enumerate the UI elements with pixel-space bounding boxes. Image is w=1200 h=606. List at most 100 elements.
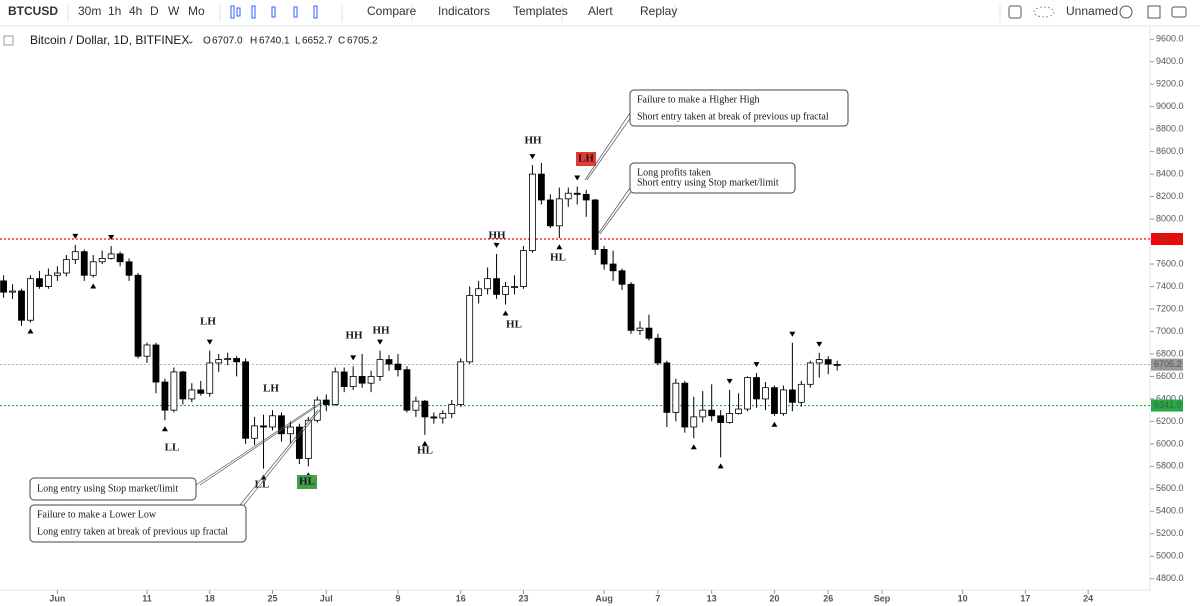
candle-body	[762, 387, 769, 400]
note-leader	[597, 184, 637, 235]
candle-body	[833, 364, 841, 366]
checkbox-icon[interactable]	[1008, 5, 1022, 19]
note-box	[29, 477, 197, 501]
x-tick-label: 26	[823, 593, 833, 603]
legend-h: 6740.1	[259, 36, 290, 47]
fractal-down	[789, 331, 796, 337]
candle-body	[466, 295, 474, 363]
note-text: Failure to make a Higher High	[637, 94, 759, 105]
y-tick-label: 9400.0	[1156, 56, 1184, 66]
candle-body	[295, 426, 303, 459]
toolbar-button[interactable]: Templates	[513, 4, 568, 18]
note-text: Long profits taken	[637, 167, 711, 178]
y-tick-label: 8600.0	[1156, 146, 1184, 156]
fractal-down	[753, 362, 760, 368]
candle-body	[80, 251, 88, 276]
toolbar-button[interactable]: Compare	[367, 4, 417, 18]
fractal-down	[108, 235, 115, 241]
fractal-up	[502, 310, 509, 316]
interval-button[interactable]: Mo	[188, 4, 205, 18]
y-tick-label: 8200.0	[1156, 191, 1184, 201]
candle-body	[18, 290, 25, 321]
layout-name[interactable]: Unnamed	[1066, 4, 1118, 18]
candle-body	[672, 382, 680, 413]
fractal-up	[771, 421, 778, 427]
chart-style-icons[interactable]	[230, 5, 318, 19]
settings-icon[interactable]	[1119, 5, 1133, 19]
fractal-down	[816, 341, 823, 347]
candle-body	[125, 261, 133, 276]
x-tick-label: 7	[655, 593, 660, 603]
candle-body	[493, 278, 500, 295]
candle-body	[609, 263, 617, 272]
candle-body	[448, 404, 456, 414]
note-text: Short entry using Stop market/limit	[637, 177, 779, 188]
candle-body	[287, 426, 294, 435]
candle-body	[681, 382, 689, 428]
candle-body	[564, 192, 572, 200]
interval-button[interactable]: 4h	[129, 4, 142, 18]
fractal-down	[574, 175, 581, 181]
candle-body	[573, 192, 581, 195]
candle-body	[340, 371, 348, 387]
camera-icon[interactable]	[1171, 6, 1187, 18]
candle-body	[358, 376, 366, 384]
pattern-label: HL	[506, 319, 522, 331]
candle-body	[152, 344, 160, 383]
fractal-up	[717, 463, 724, 469]
candle-body	[529, 173, 536, 251]
y-tick-label: 6000.0	[1156, 438, 1184, 448]
fractal-up	[556, 244, 563, 250]
x-tick-label: 10	[958, 593, 968, 603]
y-tick-label: 7200.0	[1156, 303, 1184, 313]
separators	[67, 4, 1001, 22]
candle-body	[206, 362, 214, 394]
toolbar-button[interactable]: Alert	[588, 4, 613, 18]
note-leader	[239, 409, 321, 506]
interval-button[interactable]: W	[168, 4, 180, 18]
cloud-icon[interactable]	[1033, 6, 1055, 18]
candle-body	[89, 261, 97, 276]
y-tick-label: 5000.0	[1156, 551, 1184, 561]
candle-body	[313, 399, 321, 421]
symbol[interactable]: BTCUSD	[8, 4, 58, 18]
collapse-icon[interactable]	[3, 35, 14, 46]
candle-body	[582, 193, 590, 201]
candle-body	[771, 387, 778, 414]
interval-button[interactable]: 30m	[78, 4, 101, 18]
candle-body	[107, 253, 115, 259]
candle-body	[824, 359, 832, 365]
candle-body	[457, 361, 465, 405]
fullscreen-icon[interactable]	[1147, 5, 1161, 19]
candle-body	[170, 371, 178, 411]
toolbar-button[interactable]: Indicators	[438, 4, 490, 18]
x-tick-label: 17	[1020, 593, 1030, 603]
candle-body	[394, 363, 402, 371]
candle-body	[53, 272, 61, 276]
y-tick-label: 5400.0	[1156, 506, 1184, 516]
fractal-down	[206, 339, 213, 345]
candle-body	[717, 415, 725, 423]
candle-body	[36, 278, 43, 287]
interval-button[interactable]: 1h	[108, 4, 121, 18]
price-line-tag	[1151, 399, 1183, 412]
candle-body	[224, 358, 232, 360]
candle-body	[430, 416, 438, 419]
legend-c-label: C	[338, 36, 345, 47]
legend-title: Bitcoin / Dollar, 1D, BITFINEX	[30, 33, 189, 47]
candle-body	[233, 358, 241, 363]
interval-button[interactable]: D	[150, 4, 159, 18]
note-leader	[195, 402, 323, 486]
x-tick-label: Sep	[874, 593, 891, 603]
legend-o-label: O	[203, 36, 211, 47]
candle-body	[779, 389, 787, 414]
candle-body	[788, 389, 796, 403]
candle-body	[179, 371, 187, 400]
pattern-label: LL	[165, 442, 180, 454]
candle-body	[45, 274, 52, 287]
candle-body	[475, 288, 483, 296]
toolbar-button[interactable]: Replay	[640, 4, 677, 18]
y-tick-label: 9000.0	[1156, 101, 1184, 111]
note-leader	[584, 109, 637, 181]
